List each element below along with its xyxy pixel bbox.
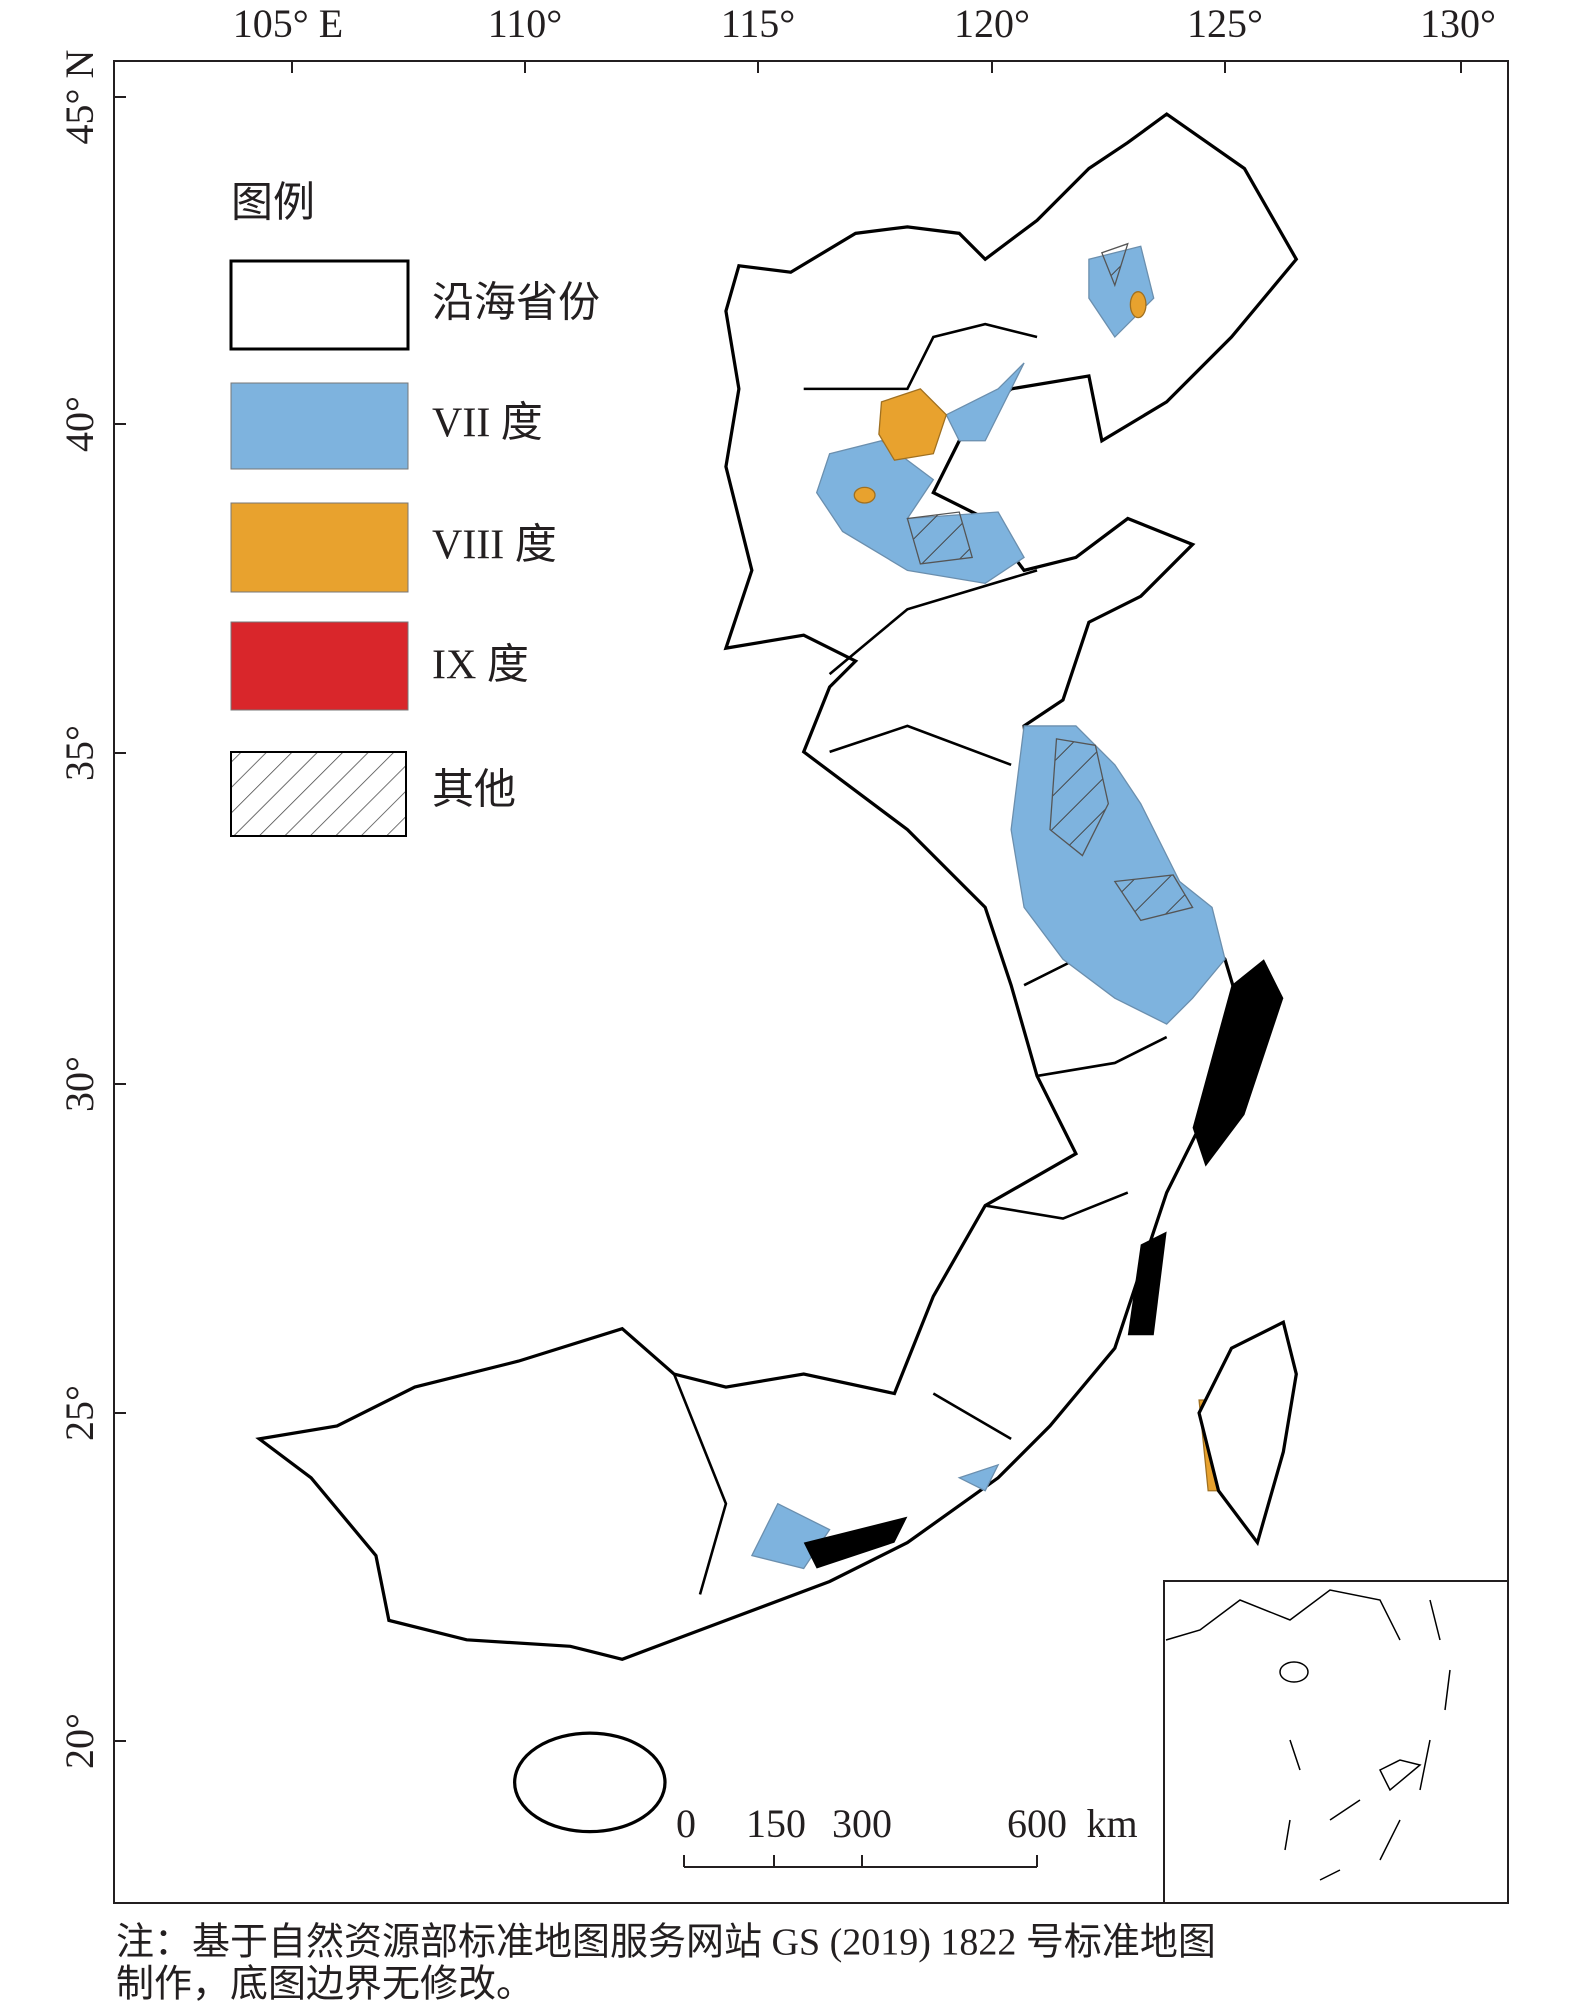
latitude-label: 20° xyxy=(57,1713,102,1769)
hainan xyxy=(513,1731,667,1834)
note-line: 制作，底图边界无修改。 xyxy=(116,1964,534,2006)
scale-bar xyxy=(683,1855,1038,1868)
legend-swatch xyxy=(230,621,409,711)
taiwan xyxy=(1197,1319,1298,1547)
longitude-label: 105° E xyxy=(233,1,343,46)
legend-swatch xyxy=(230,751,407,837)
longitude-label: 110° xyxy=(488,1,563,46)
longitude-label: 120° xyxy=(954,1,1030,46)
legend-swatch xyxy=(230,502,409,593)
coastal-islands xyxy=(803,959,1284,1569)
inset-outline xyxy=(1165,1589,1451,1881)
map-body xyxy=(255,112,1299,1834)
latitude-label: 25° xyxy=(57,1385,102,1441)
legend-label: 其他 xyxy=(432,768,516,814)
legend-label: VII 度 xyxy=(432,401,543,447)
note-line: 注：基于自然资源部标准地图服务网站 GS (2019) 1822 号标准地图 xyxy=(116,1922,1216,1964)
longitude-label: 125° xyxy=(1187,1,1263,46)
map-frame xyxy=(113,60,1509,1904)
latitude-label: 35° xyxy=(57,725,102,781)
scale-label: 300 xyxy=(832,1801,892,1846)
south-china-sea-inset xyxy=(1163,1580,1509,1904)
legend-swatch xyxy=(230,382,409,470)
coastal-provinces xyxy=(255,112,1299,1661)
legend-title: 图例 xyxy=(231,181,315,227)
legend-label: 沿海省份 xyxy=(432,281,600,327)
graticule-ticks xyxy=(114,61,1462,1742)
latitude-label: 40° xyxy=(57,396,102,452)
scale-label: 0 xyxy=(676,1801,696,1846)
latitude-label: 30° xyxy=(57,1056,102,1112)
scale-label: 600 xyxy=(1007,1801,1067,1846)
other-zone xyxy=(906,242,1194,922)
scale-label: 150 xyxy=(746,1801,806,1846)
legend-swatch xyxy=(229,259,410,351)
scale-unit: km xyxy=(1086,1801,1137,1846)
longitude-label: 130° xyxy=(1420,1,1496,46)
legend-label: VIII 度 xyxy=(432,523,557,569)
legend-label: IX 度 xyxy=(432,643,529,689)
latitude-label: 45° N xyxy=(57,50,102,145)
longitude-label: 115° xyxy=(721,1,796,46)
